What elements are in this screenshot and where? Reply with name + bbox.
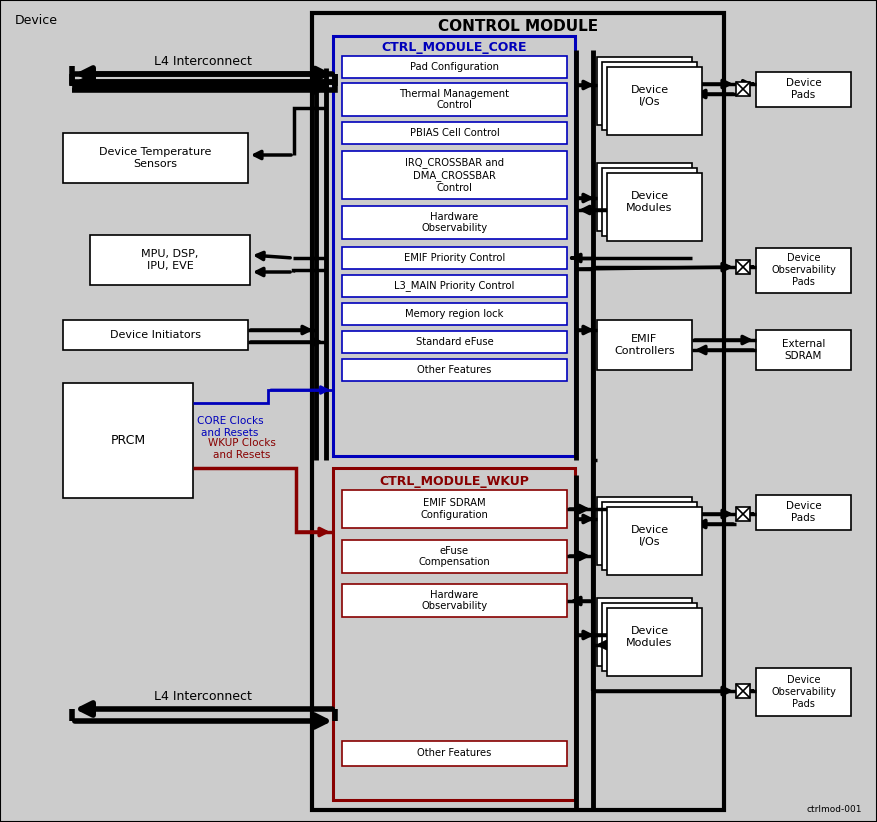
Bar xyxy=(63,320,248,350)
Bar xyxy=(63,383,193,498)
Bar xyxy=(607,608,702,676)
Text: Device
Modules: Device Modules xyxy=(626,626,673,648)
Bar xyxy=(342,303,567,325)
Bar xyxy=(607,507,702,575)
Text: Device
Observability
Pads: Device Observability Pads xyxy=(771,676,836,709)
Text: Device Temperature
Sensors: Device Temperature Sensors xyxy=(99,147,211,169)
Text: EMIF SDRAM
Configuration: EMIF SDRAM Configuration xyxy=(421,498,488,520)
Text: CTRL_MODULE_CORE: CTRL_MODULE_CORE xyxy=(381,41,527,54)
Text: MPU, DSP,
IPU, EVE: MPU, DSP, IPU, EVE xyxy=(141,249,199,270)
Text: L4 Interconnect: L4 Interconnect xyxy=(154,55,252,68)
Bar xyxy=(342,206,567,239)
Text: Device
Modules: Device Modules xyxy=(626,192,673,213)
Bar xyxy=(333,468,575,800)
Bar xyxy=(90,235,250,285)
Text: CONTROL MODULE: CONTROL MODULE xyxy=(438,20,598,35)
Bar xyxy=(342,331,567,353)
Bar xyxy=(756,495,851,530)
Text: External
SDRAM: External SDRAM xyxy=(781,339,825,361)
Bar xyxy=(342,122,567,144)
Bar xyxy=(736,260,750,274)
Bar xyxy=(597,497,692,565)
Text: Device
Observability
Pads: Device Observability Pads xyxy=(771,253,836,287)
Bar xyxy=(607,67,702,135)
Text: EMIF
Controllers: EMIF Controllers xyxy=(614,335,674,356)
Text: Device
Pads: Device Pads xyxy=(786,501,822,523)
Bar xyxy=(756,248,851,293)
Bar xyxy=(342,247,567,269)
Text: Memory region lock: Memory region lock xyxy=(405,309,503,319)
Text: PRCM: PRCM xyxy=(111,433,146,446)
Text: Pad Configuration: Pad Configuration xyxy=(410,62,499,72)
Text: ctrlmod-001: ctrlmod-001 xyxy=(807,805,862,814)
Text: Device
Pads: Device Pads xyxy=(786,78,822,99)
Bar xyxy=(342,275,567,297)
Bar xyxy=(736,684,750,698)
Bar xyxy=(312,13,724,810)
Bar xyxy=(602,62,697,130)
Text: PBIAS Cell Control: PBIAS Cell Control xyxy=(410,128,499,138)
Bar xyxy=(342,490,567,528)
Bar xyxy=(342,56,567,78)
Text: Hardware
Observability: Hardware Observability xyxy=(422,589,488,612)
Bar xyxy=(756,668,851,716)
Text: eFuse
Compensation: eFuse Compensation xyxy=(418,546,490,567)
Bar xyxy=(342,540,567,573)
Bar xyxy=(602,603,697,671)
Text: Device
I/Os: Device I/Os xyxy=(631,85,668,107)
Bar xyxy=(333,36,575,456)
Text: CTRL_MODULE_WKUP: CTRL_MODULE_WKUP xyxy=(379,475,529,488)
Text: Thermal Management
Control: Thermal Management Control xyxy=(400,89,510,110)
Bar xyxy=(736,82,750,96)
Text: L3_MAIN Priority Control: L3_MAIN Priority Control xyxy=(395,280,515,292)
Bar xyxy=(342,151,567,199)
Text: Other Features: Other Features xyxy=(417,365,492,375)
Text: Device Initiators: Device Initiators xyxy=(110,330,201,340)
Text: Other Features: Other Features xyxy=(417,749,492,759)
Bar xyxy=(736,507,750,521)
Bar xyxy=(602,502,697,570)
Bar xyxy=(342,359,567,381)
Bar xyxy=(597,163,692,231)
Text: Hardware
Observability: Hardware Observability xyxy=(422,212,488,233)
Text: Device: Device xyxy=(15,14,58,27)
Text: L4 Interconnect: L4 Interconnect xyxy=(154,690,252,703)
Bar xyxy=(342,83,567,116)
Text: Device
I/Os: Device I/Os xyxy=(631,525,668,547)
Text: CORE Clocks
and Resets: CORE Clocks and Resets xyxy=(196,416,263,437)
Text: EMIF Priority Control: EMIF Priority Control xyxy=(404,253,505,263)
Bar xyxy=(607,173,702,241)
Bar xyxy=(602,168,697,236)
Text: WKUP Clocks
and Resets: WKUP Clocks and Resets xyxy=(208,438,276,460)
Bar xyxy=(597,57,692,125)
Bar xyxy=(342,741,567,766)
Text: Standard eFuse: Standard eFuse xyxy=(416,337,494,347)
Bar xyxy=(63,133,248,183)
Bar xyxy=(756,72,851,107)
Bar xyxy=(597,598,692,666)
Bar xyxy=(597,320,692,370)
Bar xyxy=(756,330,851,370)
Text: IRQ_CROSSBAR and
DMA_CROSSBAR
Control: IRQ_CROSSBAR and DMA_CROSSBAR Control xyxy=(405,158,504,192)
Bar xyxy=(342,584,567,617)
